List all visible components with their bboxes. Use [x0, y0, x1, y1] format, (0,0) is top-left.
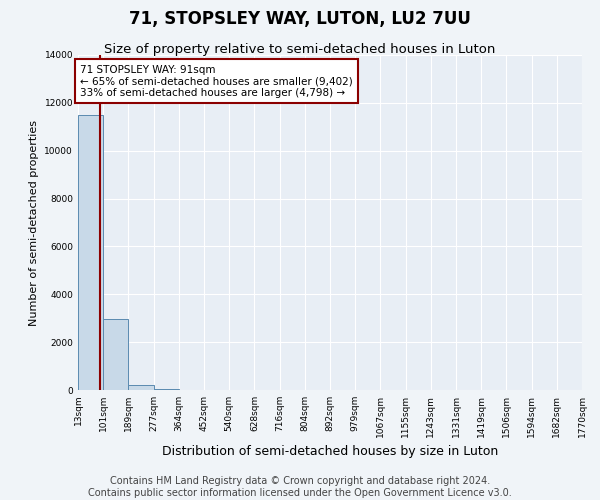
Y-axis label: Number of semi-detached properties: Number of semi-detached properties: [29, 120, 39, 326]
X-axis label: Distribution of semi-detached houses by size in Luton: Distribution of semi-detached houses by …: [162, 446, 498, 458]
Bar: [128, 385, 154, 390]
Text: 71, STOPSLEY WAY, LUTON, LU2 7UU: 71, STOPSLEY WAY, LUTON, LU2 7UU: [129, 10, 471, 28]
Text: 71 STOPSLEY WAY: 91sqm
← 65% of semi-detached houses are smaller (9,402)
33% of : 71 STOPSLEY WAY: 91sqm ← 65% of semi-det…: [80, 64, 353, 98]
Bar: [103, 320, 128, 390]
Text: Size of property relative to semi-detached houses in Luton: Size of property relative to semi-detach…: [104, 42, 496, 56]
Bar: [78, 115, 103, 390]
Text: Contains HM Land Registry data © Crown copyright and database right 2024.
Contai: Contains HM Land Registry data © Crown c…: [88, 476, 512, 498]
